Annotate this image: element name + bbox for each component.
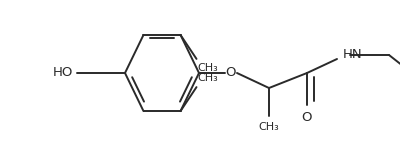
- Text: HN: HN: [343, 48, 363, 62]
- Text: O: O: [302, 111, 312, 124]
- Text: O: O: [226, 66, 236, 80]
- Text: CH₃: CH₃: [198, 73, 218, 83]
- Text: HO: HO: [53, 66, 73, 80]
- Text: CH₃: CH₃: [198, 63, 218, 73]
- Text: CH₃: CH₃: [259, 122, 279, 132]
